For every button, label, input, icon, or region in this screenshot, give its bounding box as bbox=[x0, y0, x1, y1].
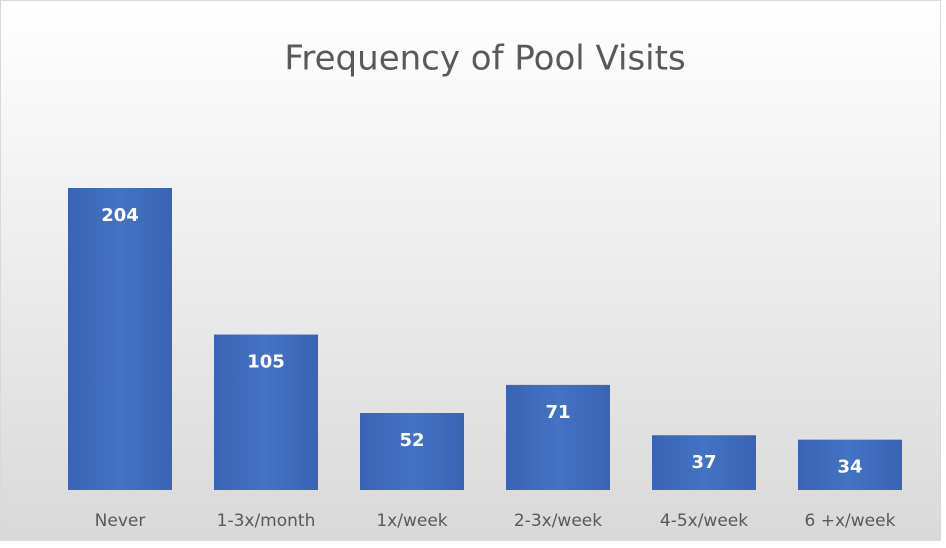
data-label: 105 bbox=[247, 352, 285, 373]
bar bbox=[360, 413, 464, 490]
x-tick-label: 2-3x/week bbox=[514, 511, 602, 531]
data-label: 52 bbox=[399, 430, 424, 451]
bar bbox=[506, 384, 610, 490]
data-label: 204 bbox=[101, 205, 139, 226]
bar bbox=[214, 334, 318, 490]
bar bbox=[652, 435, 756, 490]
x-tick-label: 6 +x/week bbox=[805, 511, 896, 531]
data-label: 71 bbox=[545, 402, 570, 423]
chart-title: Frequency of Pool Visits bbox=[284, 39, 685, 79]
x-tick-label: 1-3x/month bbox=[217, 511, 316, 531]
data-label: 37 bbox=[691, 452, 716, 473]
data-label: 34 bbox=[837, 457, 862, 478]
bar bbox=[68, 188, 172, 490]
x-tick-label: Never bbox=[95, 511, 146, 531]
bar bbox=[798, 439, 902, 490]
x-tick-label: 1x/week bbox=[376, 511, 447, 531]
x-tick-label: 4-5x/week bbox=[660, 511, 748, 531]
